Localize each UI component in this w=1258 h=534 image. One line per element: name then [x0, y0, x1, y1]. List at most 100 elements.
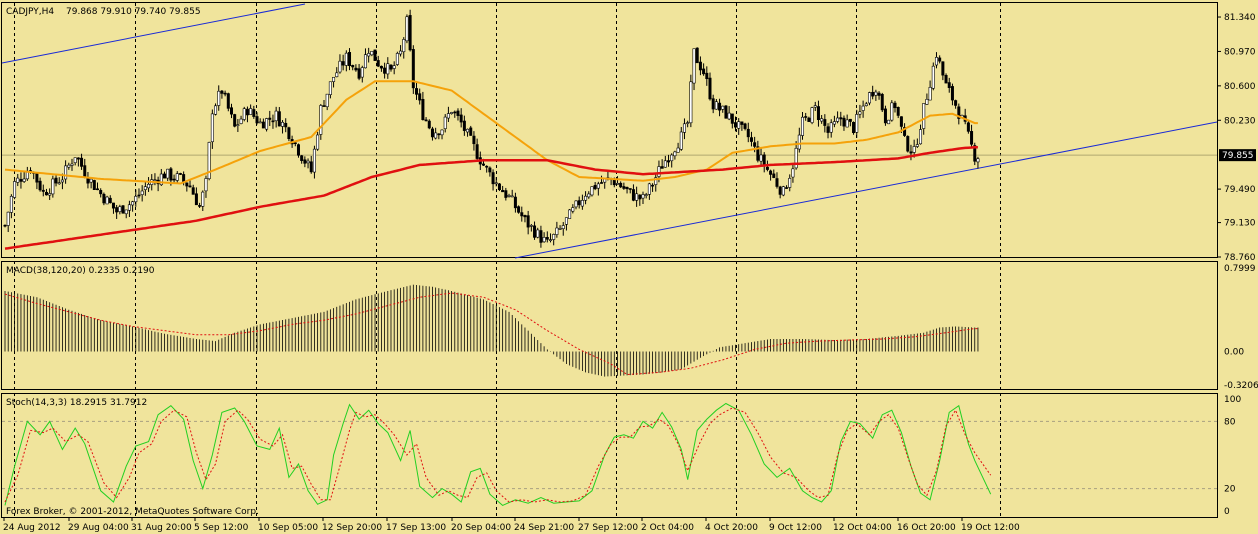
- candle[interactable]: [446, 106, 450, 123]
- candle[interactable]: [934, 52, 938, 69]
- candle[interactable]: [520, 206, 524, 222]
- candle[interactable]: [41, 184, 45, 197]
- candle[interactable]: [686, 120, 690, 128]
- candle[interactable]: [54, 174, 58, 187]
- candle[interactable]: [791, 164, 795, 183]
- candle[interactable]: [89, 177, 93, 189]
- candle[interactable]: [134, 189, 138, 207]
- candle[interactable]: [472, 131, 476, 151]
- candle[interactable]: [207, 141, 211, 181]
- candle[interactable]: [839, 111, 843, 126]
- candle[interactable]: [749, 131, 753, 147]
- candle[interactable]: [682, 118, 686, 140]
- candle[interactable]: [488, 166, 492, 177]
- candle[interactable]: [73, 157, 77, 166]
- candle[interactable]: [564, 217, 568, 231]
- candle[interactable]: [880, 92, 884, 112]
- candle[interactable]: [300, 154, 304, 164]
- candle[interactable]: [96, 182, 100, 191]
- candle[interactable]: [714, 98, 718, 110]
- candle[interactable]: [670, 153, 674, 168]
- candle[interactable]: [434, 127, 438, 140]
- candle[interactable]: [229, 103, 233, 119]
- candle[interactable]: [858, 104, 862, 119]
- candle[interactable]: [702, 63, 706, 76]
- candle[interactable]: [580, 194, 584, 210]
- candle[interactable]: [76, 157, 80, 167]
- candle[interactable]: [102, 192, 106, 206]
- candle[interactable]: [210, 109, 214, 149]
- candle[interactable]: [679, 127, 683, 151]
- candle[interactable]: [804, 112, 808, 121]
- candle[interactable]: [963, 108, 967, 125]
- candle[interactable]: [925, 93, 929, 105]
- candle[interactable]: [115, 204, 119, 219]
- candle[interactable]: [379, 65, 383, 72]
- candle[interactable]: [325, 93, 329, 111]
- candle[interactable]: [201, 190, 205, 211]
- candle[interactable]: [807, 116, 811, 122]
- candle[interactable]: [931, 62, 935, 91]
- candle[interactable]: [198, 202, 202, 209]
- macd-signal-line[interactable]: [4, 292, 978, 376]
- candle[interactable]: [667, 154, 671, 167]
- candle[interactable]: [51, 175, 55, 198]
- candle[interactable]: [730, 113, 734, 129]
- candle[interactable]: [437, 133, 441, 140]
- candle[interactable]: [836, 111, 840, 124]
- candle[interactable]: [555, 221, 559, 238]
- candle[interactable]: [223, 90, 227, 97]
- candle[interactable]: [332, 76, 336, 88]
- candle[interactable]: [153, 173, 157, 186]
- candle[interactable]: [303, 156, 307, 168]
- candle[interactable]: [360, 65, 364, 83]
- candle[interactable]: [721, 105, 725, 113]
- candle[interactable]: [501, 185, 505, 193]
- candle[interactable]: [523, 214, 527, 223]
- candle[interactable]: [57, 177, 61, 185]
- candle[interactable]: [277, 107, 281, 127]
- candle[interactable]: [593, 182, 597, 191]
- candle[interactable]: [450, 111, 454, 115]
- candle[interactable]: [756, 140, 760, 163]
- candle[interactable]: [957, 103, 961, 125]
- candle[interactable]: [740, 121, 744, 131]
- candle[interactable]: [695, 47, 699, 64]
- candle[interactable]: [673, 150, 677, 160]
- candle[interactable]: [395, 51, 399, 66]
- candle[interactable]: [919, 124, 923, 145]
- candle[interactable]: [813, 101, 817, 112]
- candle[interactable]: [245, 106, 249, 123]
- candle[interactable]: [829, 119, 833, 138]
- candle[interactable]: [137, 188, 141, 199]
- candle[interactable]: [692, 48, 696, 91]
- candle[interactable]: [233, 113, 237, 128]
- candle[interactable]: [178, 172, 182, 175]
- candle[interactable]: [954, 99, 958, 109]
- candle[interactable]: [724, 105, 728, 119]
- stoch-main-line[interactable]: [4, 402, 992, 506]
- candle[interactable]: [466, 128, 470, 137]
- candle[interactable]: [271, 114, 275, 129]
- candle[interactable]: [418, 88, 422, 105]
- candle[interactable]: [909, 144, 913, 161]
- candle[interactable]: [19, 172, 23, 189]
- candle[interactable]: [587, 191, 591, 199]
- candle[interactable]: [127, 200, 131, 218]
- candle[interactable]: [469, 125, 473, 136]
- candle[interactable]: [217, 85, 221, 111]
- candle[interactable]: [86, 172, 90, 189]
- candle[interactable]: [363, 48, 367, 69]
- candle[interactable]: [121, 205, 125, 214]
- candle[interactable]: [628, 188, 632, 194]
- candle[interactable]: [529, 224, 533, 232]
- candle[interactable]: [80, 153, 84, 170]
- candle[interactable]: [734, 116, 738, 132]
- candle[interactable]: [785, 185, 789, 189]
- candle[interactable]: [976, 156, 980, 169]
- candle[interactable]: [816, 100, 820, 127]
- candle[interactable]: [644, 192, 648, 199]
- candle[interactable]: [867, 91, 871, 106]
- candle[interactable]: [874, 89, 878, 101]
